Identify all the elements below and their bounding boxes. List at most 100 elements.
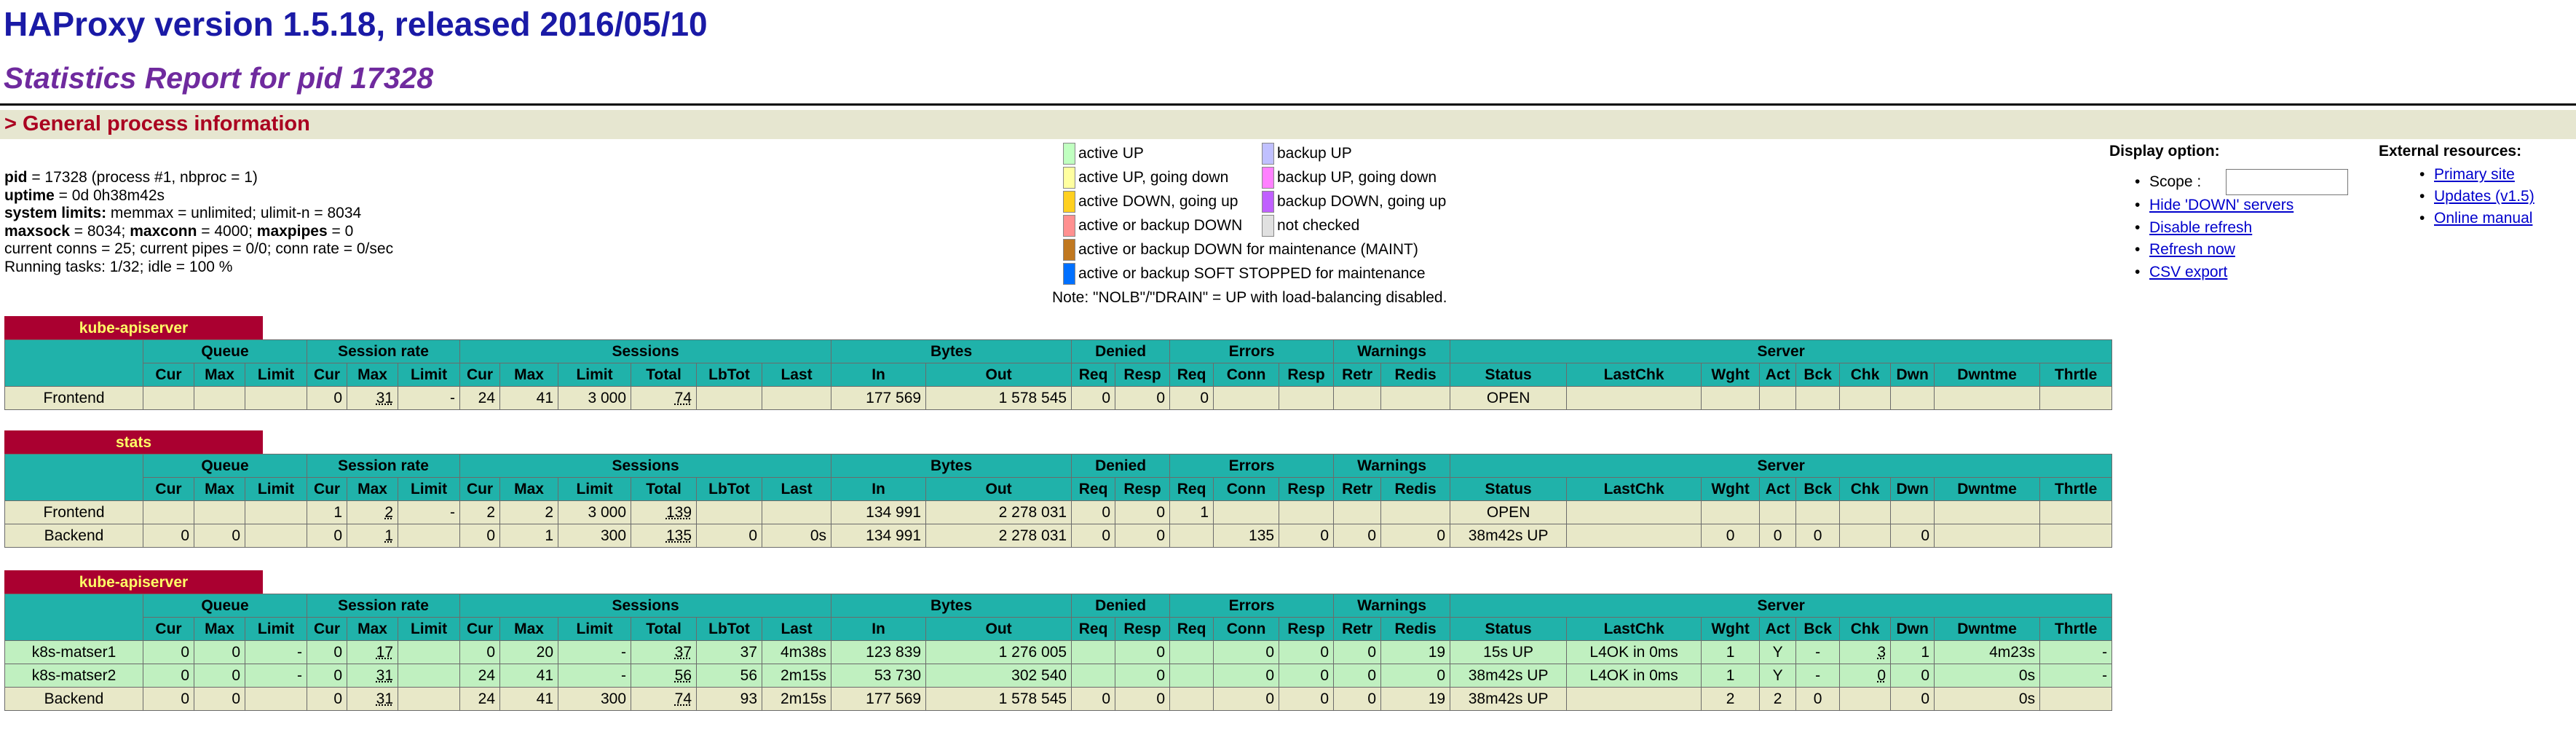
hide-down-servers-link[interactable]: Hide 'DOWN' servers (2149, 197, 2294, 213)
disable-refresh-link[interactable]: Disable refresh (2149, 219, 2253, 236)
cell: 0 (194, 524, 245, 548)
cell: 0 (194, 664, 245, 688)
cell[interactable]: 38m42s UP (1450, 687, 1568, 711)
scope-label: Scope : (2149, 173, 2202, 190)
cell (1333, 500, 1382, 524)
cell (1566, 687, 1702, 711)
cell[interactable]: 139 (631, 500, 698, 524)
column-label: Dwntme (1934, 477, 2041, 501)
refresh-now-link[interactable]: Refresh now (2149, 241, 2235, 258)
cell[interactable]: 56 (631, 664, 698, 688)
maxpipes-label: maxpipes (256, 222, 328, 240)
row-name[interactable]: Frontend (4, 500, 143, 524)
cell: 3 000 (558, 500, 632, 524)
column-label: In (831, 617, 927, 641)
online-manual-link[interactable]: Online manual (2434, 210, 2533, 227)
column-group-label: Session rate (307, 339, 461, 363)
cell: 3 (1839, 640, 1892, 664)
cell[interactable]: 15s UP (1450, 640, 1568, 664)
pid-label: pid (4, 169, 28, 186)
cell-value[interactable]: 17 (376, 643, 394, 661)
cell: 0 (1839, 664, 1892, 688)
column-label: Out (925, 363, 1072, 387)
cell: 0 (1115, 664, 1171, 688)
general-info-heading: > General process information (4, 112, 310, 135)
cell[interactable]: OPEN (1450, 500, 1568, 524)
row-name[interactable]: Backend (4, 687, 143, 711)
link-row: • Online manual (2419, 210, 2533, 227)
cell-value[interactable]: 31 (376, 389, 394, 406)
external-resources: External resources: • Primary site • Updat… (2379, 143, 2575, 237)
row-name[interactable]: k8s-matser2 (4, 664, 143, 688)
column-label: LastChk (1566, 617, 1702, 641)
cell[interactable]: 1 (347, 524, 399, 548)
scope-input[interactable] (2226, 169, 2348, 195)
proxy-name-tab[interactable]: stats (4, 430, 263, 454)
primary-site-link[interactable]: Primary site (2434, 166, 2515, 183)
csv-export-link[interactable]: CSV export (2149, 264, 2228, 280)
limits-value: memmax = unlimited; ulimit-n = 8034 (106, 205, 362, 222)
cell: 0 (1115, 524, 1171, 548)
cell: 1 (1169, 500, 1214, 524)
cell (1890, 386, 1935, 410)
server-row: k8s-matser1 0 0-0 17 0 20-37 37 4m38s 123 839 1 2… (4, 640, 2113, 664)
cell: 0 (307, 386, 348, 410)
column-label: Req (1169, 617, 1214, 641)
cell[interactable]: OPEN (1450, 386, 1568, 410)
cell[interactable]: 17 (347, 640, 399, 664)
cell-value[interactable]: 1 (384, 527, 394, 544)
proxy-name-tab[interactable]: kube-apiserver (4, 570, 263, 594)
cell-value[interactable]: 74 (674, 389, 692, 406)
legend-swatch (1063, 215, 1075, 237)
cell: 300 (558, 687, 632, 711)
cell-value[interactable]: 37 (674, 643, 692, 661)
cell[interactable]: 31 (347, 386, 399, 410)
row-name[interactable]: Backend (4, 524, 143, 548)
cell-value[interactable]: 2 (384, 503, 394, 521)
cell: - (2039, 664, 2113, 688)
header-blank (4, 454, 143, 501)
column-label: Limit (244, 477, 308, 501)
updates-link[interactable]: Updates (v1.5) (2434, 188, 2534, 205)
cell[interactable]: 2 (347, 500, 399, 524)
cell-value[interactable]: 31 (376, 690, 394, 707)
cell[interactable]: 38m42s UP (1450, 524, 1568, 548)
cell (398, 687, 461, 711)
cell[interactable]: L4OK in 0ms (1566, 664, 1702, 688)
row-name[interactable]: k8s-matser1 (4, 640, 143, 664)
column-group-label: Server (1450, 594, 2113, 618)
column-group-header: Queue Session rate Sessions Bytes Denied Erro… (4, 594, 2113, 641)
cell: 0 (1279, 687, 1335, 711)
cell (1839, 500, 1892, 524)
cell[interactable]: 31 (347, 687, 399, 711)
cell[interactable]: 74 (631, 687, 698, 711)
row-name[interactable]: Frontend (4, 386, 143, 410)
column-label: Cur (459, 617, 501, 641)
cell[interactable]: 74 (631, 386, 698, 410)
cell-value[interactable]: 0 (1877, 666, 1886, 684)
cell: 2 (1701, 687, 1761, 711)
column-group-label: Queue (142, 454, 308, 478)
cell: 177 569 (831, 386, 927, 410)
cell[interactable]: 37 (631, 640, 698, 664)
cell: 37 (696, 640, 763, 664)
cell-value[interactable]: 31 (376, 666, 394, 684)
column-label: Cur (307, 617, 348, 641)
column-label: Resp (1115, 617, 1171, 641)
display-options-title: Display option: (2109, 143, 2220, 160)
cell[interactable]: 31 (347, 664, 399, 688)
cell-value[interactable]: 56 (674, 666, 692, 684)
cell-value[interactable]: 139 (665, 503, 692, 521)
column-label: Req (1071, 477, 1116, 501)
cell[interactable]: L4OK in 0ms (1566, 640, 1702, 664)
column-label: Cur (307, 363, 348, 387)
proxy-stats-table: Queue Session rate Sessions Bytes Denied Erro… (4, 339, 2113, 410)
legend-swatch (1063, 143, 1075, 165)
cell-value[interactable]: 3 (1877, 643, 1886, 661)
cell-value[interactable]: 74 (674, 690, 692, 707)
cell-value[interactable]: 135 (665, 527, 692, 544)
column-label: Max (499, 617, 559, 641)
cell[interactable]: 135 (631, 524, 698, 548)
proxy-name-tab[interactable]: kube-apiserver (4, 316, 263, 340)
cell[interactable]: 38m42s UP (1450, 664, 1568, 688)
